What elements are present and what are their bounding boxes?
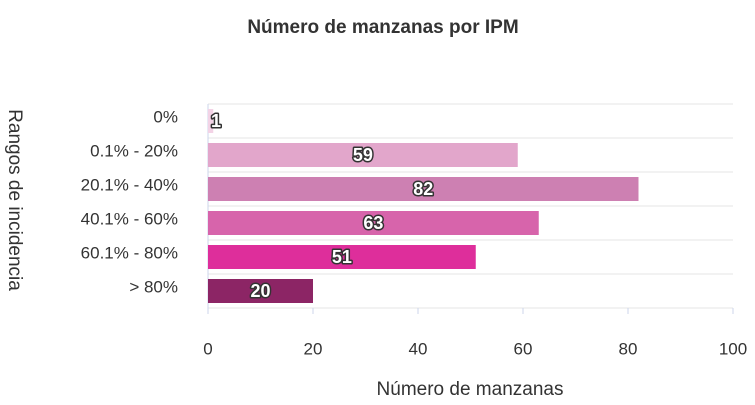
bar bbox=[208, 109, 214, 133]
y-tick-label: 40.1% - 60% bbox=[81, 209, 178, 228]
y-axis-title: Rangos de incidencia bbox=[4, 109, 25, 291]
y-tick-label: 20.1% - 40% bbox=[81, 175, 178, 194]
data-label: 59 bbox=[353, 145, 373, 165]
y-tick-label: 0.1% - 20% bbox=[90, 141, 178, 160]
bar bbox=[208, 177, 639, 201]
chart-title: Número de manzanas por IPM bbox=[247, 17, 518, 38]
y-tick-label: 0% bbox=[153, 107, 178, 126]
data-label: 63 bbox=[363, 213, 383, 233]
data-label: 82 bbox=[413, 179, 433, 199]
x-tick-label: 100 bbox=[719, 339, 747, 358]
bar bbox=[208, 245, 476, 269]
x-tick-label: 80 bbox=[619, 339, 638, 358]
bar bbox=[208, 211, 539, 235]
data-label: 51 bbox=[332, 247, 352, 267]
bar bbox=[208, 279, 313, 303]
y-tick-label: 60.1% - 80% bbox=[81, 243, 178, 262]
x-tick-label: 60 bbox=[514, 339, 533, 358]
x-axis-title: Número de manzanas bbox=[377, 379, 564, 400]
x-tick-label: 40 bbox=[409, 339, 428, 358]
bar bbox=[208, 143, 518, 167]
y-tick-label: > 80% bbox=[129, 277, 178, 296]
x-tick-label: 0 bbox=[203, 339, 212, 358]
data-label: 20 bbox=[250, 281, 270, 301]
x-tick-label: 20 bbox=[304, 339, 323, 358]
data-label: 1 bbox=[211, 111, 221, 131]
